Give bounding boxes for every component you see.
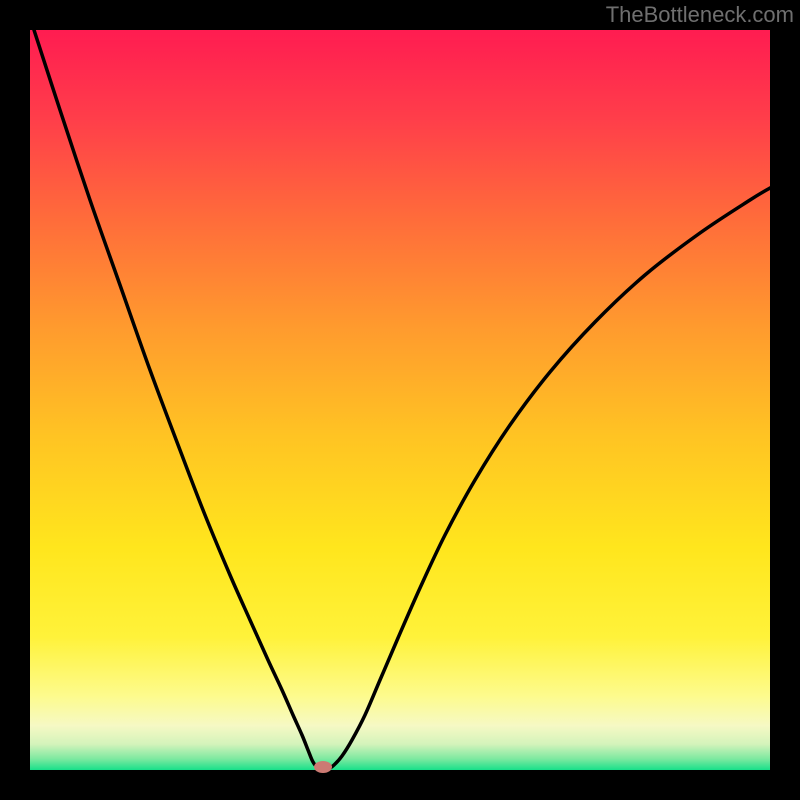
minimum-marker — [314, 761, 332, 773]
plot-area — [30, 30, 770, 770]
watermark-text: TheBottleneck.com — [606, 2, 794, 28]
chart-frame: TheBottleneck.com — [0, 0, 800, 800]
bottleneck-curve — [30, 30, 770, 770]
